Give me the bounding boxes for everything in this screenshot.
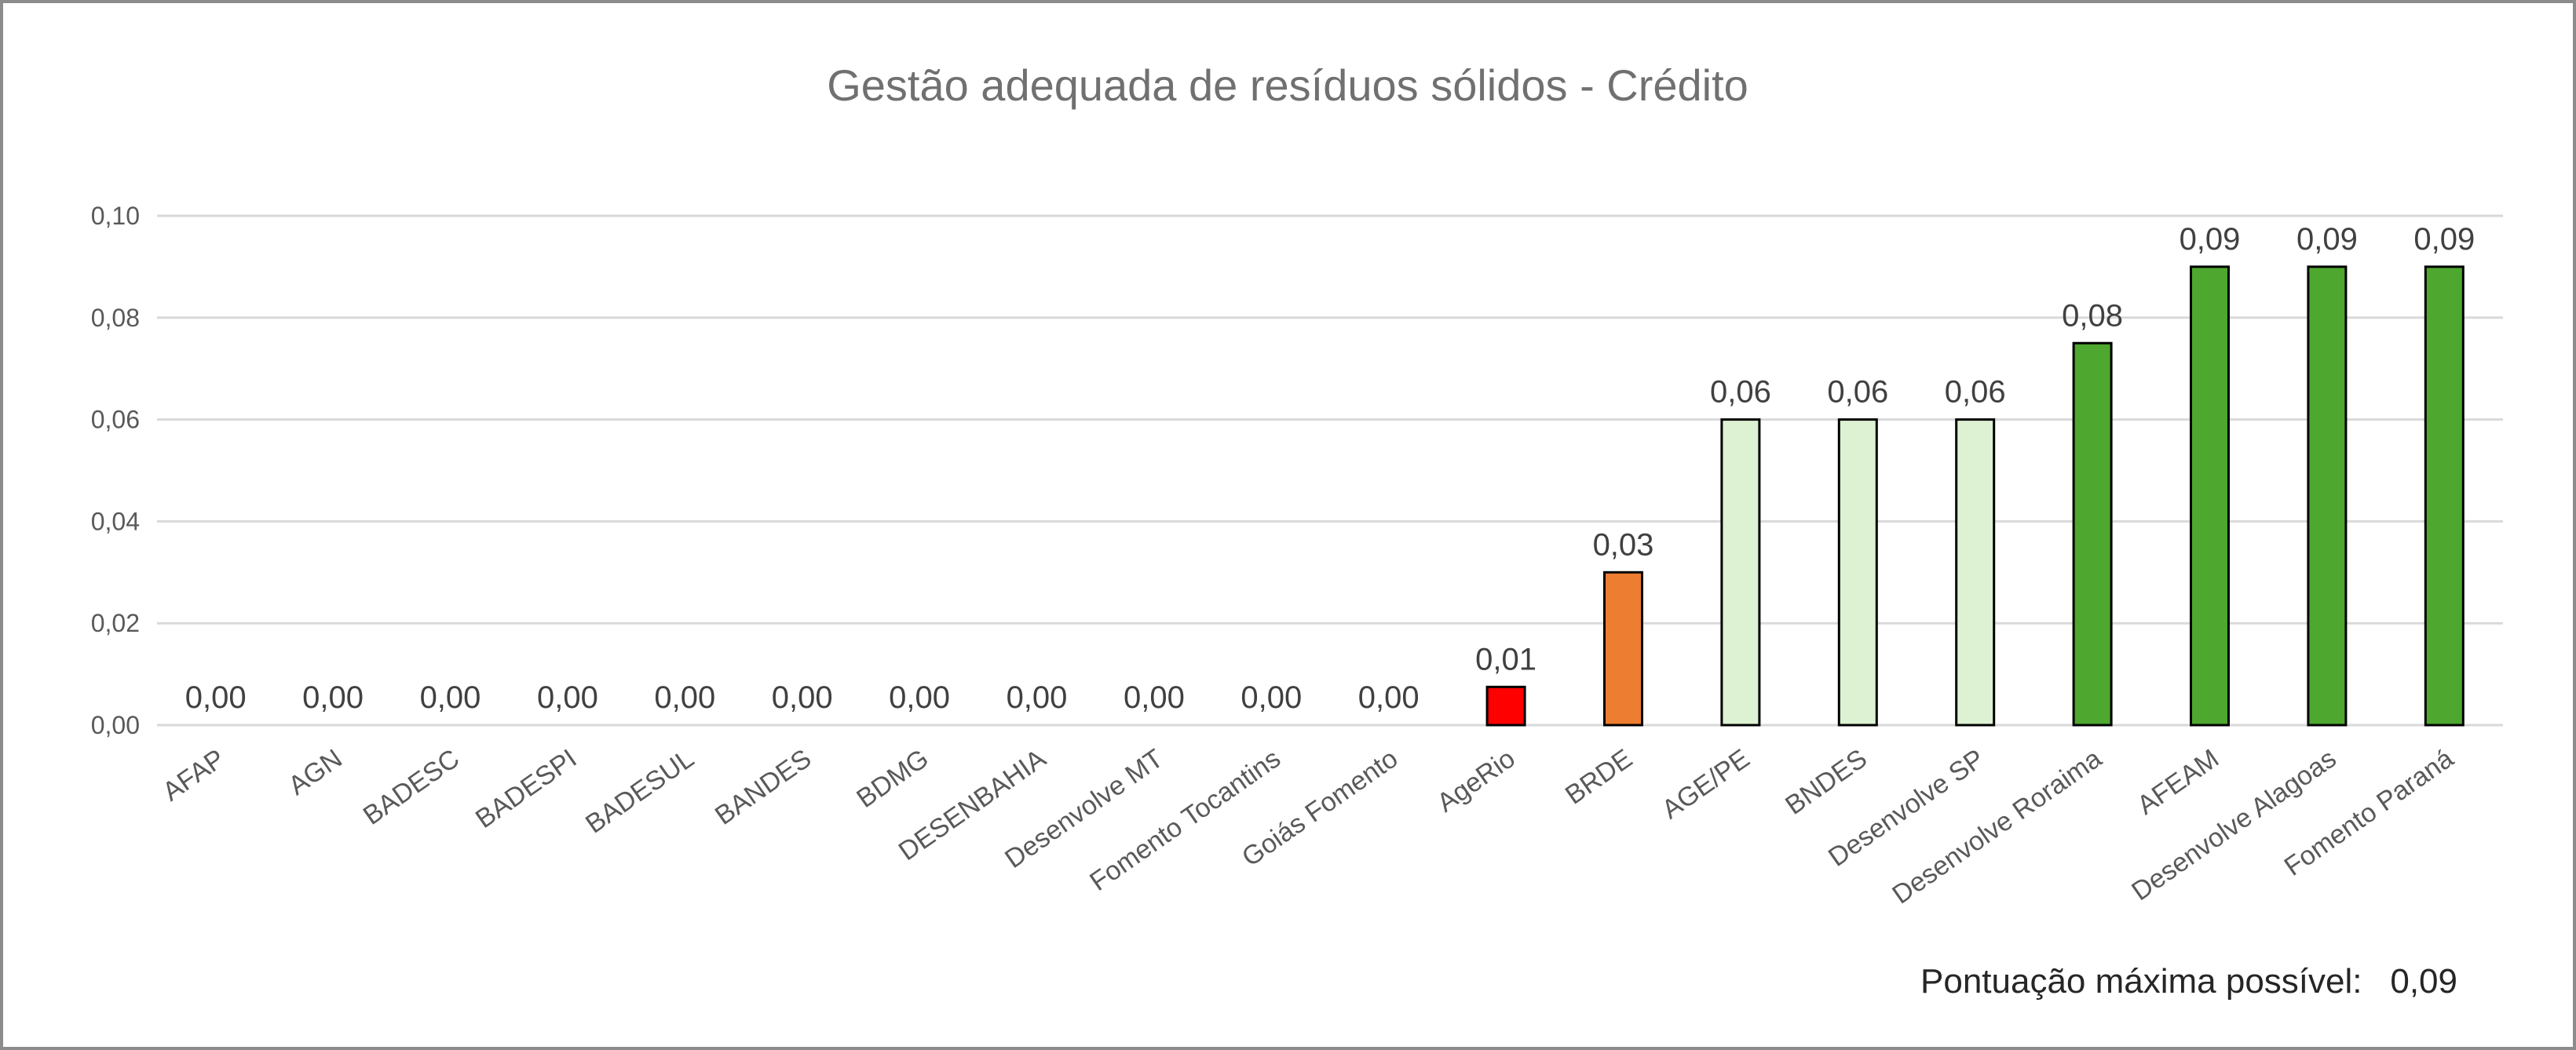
bar xyxy=(1837,418,1878,727)
y-tick-label: 0,08 xyxy=(91,304,140,332)
data-label: 0,00 xyxy=(420,680,481,715)
bar xyxy=(1603,571,1643,727)
bar xyxy=(1720,418,1761,727)
y-axis-ticks: 0,00 0,02 0,04 0,06 0,08 0,10 xyxy=(91,202,140,739)
bar xyxy=(2307,265,2348,727)
max-score-note-value: 0,09 xyxy=(2390,962,2457,1001)
x-tick-label: BADESC xyxy=(358,743,465,830)
x-tick-label: BNDES xyxy=(1780,743,1873,820)
x-tick-label: AFAP xyxy=(157,743,230,807)
bar xyxy=(2190,265,2230,727)
bar xyxy=(2072,341,2113,727)
data-label: 0,06 xyxy=(1945,375,2006,410)
data-label: 0,00 xyxy=(185,680,247,715)
data-labels: 0,00 0,00 0,00 0,00 0,00 0,00 0,00 0,00 0,00 0,00… xyxy=(185,222,2475,715)
data-label: 0,09 xyxy=(2296,222,2358,257)
data-label: 0,00 xyxy=(772,680,833,715)
x-tick-label: BADESPI xyxy=(470,743,583,834)
y-tick-label: 0,02 xyxy=(91,609,140,637)
data-label: 0,00 xyxy=(1124,680,1185,715)
gridlines xyxy=(157,214,2503,727)
x-tick-label: BADESUL xyxy=(580,743,700,839)
data-label: 0,06 xyxy=(1827,375,1888,410)
chart-title: Gestão adequada de resíduos sólidos - Cr… xyxy=(827,60,1748,110)
x-tick-label: BRDE xyxy=(1560,743,1638,810)
x-tick-label: AgeRio xyxy=(1432,743,1521,818)
data-label: 0,06 xyxy=(1710,375,1771,410)
data-label: 0,03 xyxy=(1593,527,1654,562)
bar xyxy=(2424,265,2465,727)
y-tick-label: 0,04 xyxy=(91,507,140,535)
data-label: 0,01 xyxy=(1475,642,1536,676)
max-score-note-label: Pontuação máxima possível: xyxy=(1920,962,2362,1001)
bar xyxy=(1485,685,1526,727)
data-label: 0,00 xyxy=(1007,680,1068,715)
data-label: 0,09 xyxy=(2413,222,2475,257)
y-tick-label: 0,10 xyxy=(91,202,140,230)
bar xyxy=(1955,418,1996,727)
data-label: 0,00 xyxy=(537,680,598,715)
data-label: 0,00 xyxy=(889,680,950,715)
data-label: 0,00 xyxy=(1358,680,1420,715)
x-tick-label: BANDES xyxy=(710,743,817,830)
y-tick-label: 0,00 xyxy=(91,711,140,739)
x-tick-label: AGE/PE xyxy=(1657,743,1756,825)
data-label: 0,00 xyxy=(1240,680,1302,715)
data-label: 0,08 xyxy=(2062,298,2123,333)
x-tick-label: AFEAM xyxy=(2132,743,2224,820)
data-label: 0,00 xyxy=(654,680,715,715)
x-tick-label: AGN xyxy=(283,743,348,800)
bars xyxy=(1485,265,2465,727)
x-tick-label: Fomento Tocantins xyxy=(1084,743,1286,897)
y-tick-label: 0,06 xyxy=(91,406,140,434)
x-tick-label: Desenvolve Roraima xyxy=(1887,743,2106,910)
data-label: 0,09 xyxy=(2180,222,2241,257)
data-label: 0,00 xyxy=(302,680,364,715)
x-tick-label: BDMG xyxy=(851,743,934,814)
x-tick-label: Desenvolve Alagoas xyxy=(2126,743,2341,906)
